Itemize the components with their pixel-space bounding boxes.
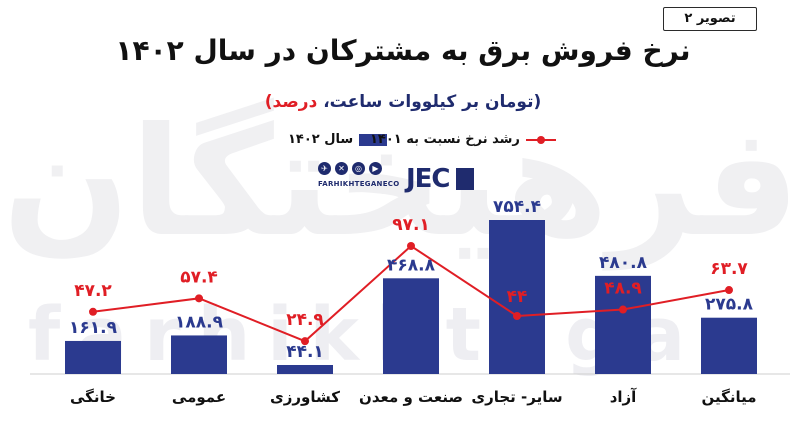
youtube-icon: ▶ bbox=[369, 162, 382, 175]
legend-bar-label: سال ۱۴۰۲ bbox=[288, 132, 354, 147]
line-point bbox=[725, 286, 733, 295]
legend-item-line: رشد نرخ نسبت به ۱۴۰۱ bbox=[370, 132, 556, 147]
line-value-label: ۶۳.۷ bbox=[710, 259, 748, 279]
telegram-icon: ✈ bbox=[318, 162, 331, 175]
category-label: عمومی bbox=[172, 388, 226, 406]
bar bbox=[383, 278, 439, 374]
legend-line-label: رشد نرخ نسبت به ۱۴۰۱ bbox=[370, 132, 520, 147]
brand-block: ✈ ✕ ◎ ▶ FARHIKHTEGANECO JEC bbox=[318, 162, 488, 198]
chart-title: نرخ فروش برق به مشترکان در سال ۱۴۰۲ bbox=[115, 34, 691, 67]
line-value-label: ۴۷.۲ bbox=[74, 281, 112, 301]
line-point bbox=[619, 305, 627, 314]
category-label: آزاد bbox=[610, 388, 637, 406]
category-label: میانگین bbox=[701, 388, 756, 406]
brand-url: FARHIKHTEGANECO bbox=[318, 180, 400, 188]
line-point bbox=[513, 311, 521, 320]
line-point bbox=[195, 294, 203, 303]
line-point bbox=[89, 307, 97, 316]
bar-value-label: ۴۸۰.۸ bbox=[599, 253, 648, 273]
category-label: کشاورزی bbox=[270, 388, 340, 406]
bar bbox=[489, 220, 545, 374]
line-point bbox=[301, 337, 309, 346]
brand-logo-mark bbox=[456, 168, 474, 190]
brand-logo: JEC bbox=[406, 164, 451, 194]
bar-value-label: ۱۸۸.۹ bbox=[175, 312, 224, 332]
bar bbox=[595, 275, 651, 374]
bar bbox=[701, 317, 757, 374]
line-value-label: ۵۷.۴ bbox=[180, 267, 218, 287]
x-icon: ✕ bbox=[335, 162, 348, 175]
line-value-label: ۴۴ bbox=[507, 287, 528, 307]
legend-item-bar: سال ۱۴۰۲ bbox=[288, 132, 388, 147]
line-value-label: ۴۸.۹ bbox=[604, 279, 642, 299]
category-label: سایر- تجاری bbox=[471, 388, 562, 406]
subtitle-unit: (تومان بر کیلووات ساعت، bbox=[323, 92, 542, 112]
bar bbox=[65, 340, 121, 374]
figure-badge: تصویر ۲ bbox=[663, 7, 757, 31]
bar-value-label: ۱۶۱.۹ bbox=[69, 318, 118, 338]
legend: سال ۱۴۰۲ رشد نرخ نسبت به ۱۴۰۱ bbox=[0, 132, 806, 152]
legend-bar-swatch bbox=[359, 133, 388, 146]
bar-value-label: ۴۶۸.۸ bbox=[387, 255, 436, 275]
bar-value-label: ۴۴.۱ bbox=[286, 342, 324, 362]
category-label: خانگی bbox=[70, 388, 116, 406]
line-value-label: ۲۴.۹ bbox=[286, 310, 324, 330]
instagram-icon: ◎ bbox=[352, 162, 365, 175]
line-point bbox=[407, 242, 415, 250]
bar-value-label: ۲۷۵.۸ bbox=[705, 295, 754, 315]
watermark-persian: فرهیختگان bbox=[2, 96, 800, 270]
line-value-label: ۹۷.۱ bbox=[392, 215, 430, 235]
category-label: صنعت و معدن bbox=[359, 388, 463, 406]
chart-subtitle: (تومان بر کیلووات ساعت، درصد) bbox=[0, 92, 806, 112]
bar bbox=[171, 335, 227, 374]
bar-value-label: ۷۵۴.۴ bbox=[493, 197, 541, 217]
subtitle-percent: درصد) bbox=[264, 92, 318, 112]
legend-line-swatch bbox=[525, 134, 556, 146]
bar bbox=[277, 364, 333, 374]
